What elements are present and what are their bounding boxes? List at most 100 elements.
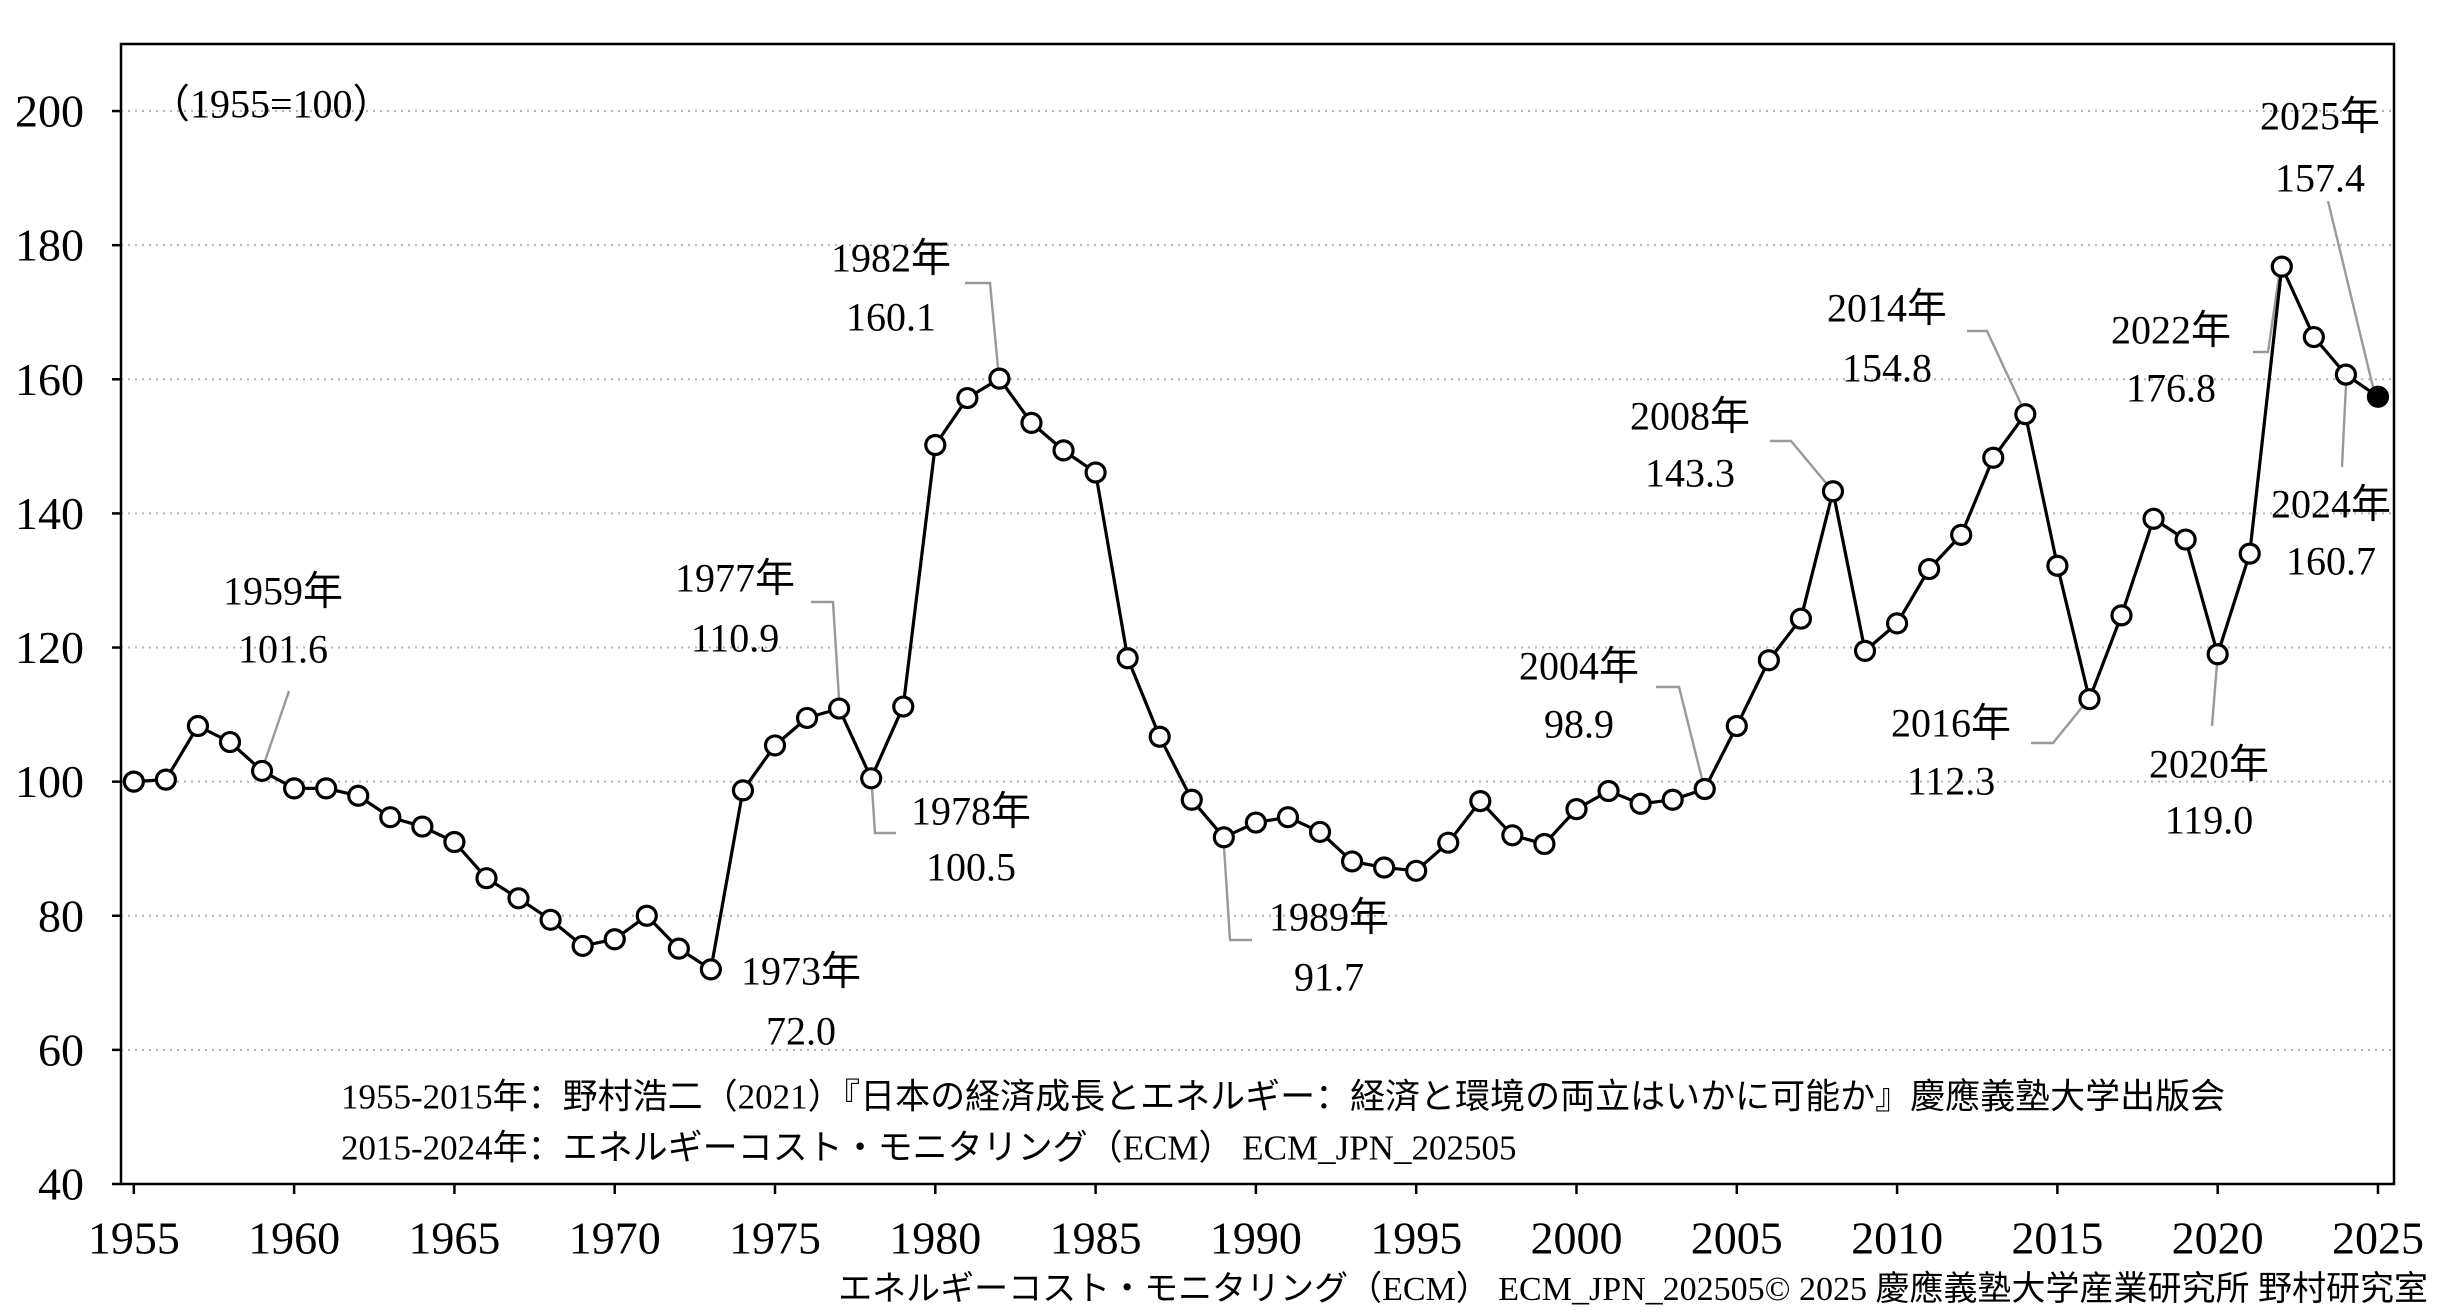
data-point-2000 bbox=[1565, 798, 1588, 821]
data-point-1989 bbox=[1212, 826, 1235, 849]
annotation-year-2016: 2016年 bbox=[1891, 701, 2011, 746]
data-point-2006 bbox=[1757, 649, 1780, 672]
x-tick-label-2010: 2010 bbox=[1851, 1213, 1943, 1264]
data-point-1985 bbox=[1084, 461, 1107, 484]
annotations: 1959年 101.6 1973年 72.0 1977年 110.9 1978年 100.5 1… bbox=[223, 94, 2391, 1054]
x-tick-label-2020: 2020 bbox=[2172, 1213, 2264, 1264]
annotation-value-2008: 143.3 bbox=[1645, 451, 1735, 496]
data-point-2011 bbox=[1918, 557, 1941, 581]
annotation-value-2020: 119.0 bbox=[2165, 798, 2254, 843]
data-point-1961 bbox=[315, 777, 338, 800]
annotation-year-2020: 2020年 bbox=[2149, 742, 2269, 787]
leader-line-1977 bbox=[811, 600, 841, 699]
data-point-2017 bbox=[2110, 604, 2133, 627]
annotation-year-1978: 1978年 bbox=[911, 789, 1031, 834]
y-tick-label-80: 80 bbox=[38, 890, 84, 941]
x-tick-label-1955: 1955 bbox=[88, 1213, 180, 1264]
source-note-2: 2015-2024年：エネルギーコスト・モニタリング（ECM） ECM_JPN_… bbox=[341, 1129, 1516, 1168]
data-point-2015 bbox=[2046, 554, 2069, 577]
leader-line-2004 bbox=[1656, 685, 1704, 780]
index-base-label: （1955=100） bbox=[150, 82, 393, 127]
x-tick-label-1985: 1985 bbox=[1050, 1213, 1142, 1264]
annotation-leaders bbox=[263, 200, 2375, 942]
data-point-1983 bbox=[1020, 411, 1043, 434]
annotation-value-2004: 98.9 bbox=[1544, 702, 1614, 747]
leader-line-2020 bbox=[2210, 663, 2219, 727]
data-point-1962 bbox=[347, 784, 370, 807]
x-axis: 1955 1960 1965 1970 1975 1980 1985 1990 1995 2000… bbox=[88, 1184, 2424, 1264]
data-point-1993 bbox=[1340, 850, 1364, 873]
data-point-1999 bbox=[1533, 832, 1556, 856]
y-tick-label-200: 200 bbox=[15, 86, 84, 137]
data-point-1979 bbox=[892, 695, 915, 718]
annotation-value-2022: 176.8 bbox=[2126, 366, 2216, 411]
x-tick-label-2000: 2000 bbox=[1530, 1213, 1622, 1264]
data-point-1971 bbox=[635, 904, 658, 927]
x-tick-label-1975: 1975 bbox=[729, 1213, 821, 1264]
data-point-1991 bbox=[1276, 806, 1300, 829]
data-point-2023 bbox=[2302, 325, 2325, 349]
x-tick-label-1960: 1960 bbox=[248, 1213, 340, 1264]
data-point-1969 bbox=[571, 934, 594, 958]
x-tick-label-1970: 1970 bbox=[569, 1213, 661, 1264]
data-point-1957 bbox=[186, 714, 210, 738]
x-tick-label-1965: 1965 bbox=[408, 1213, 500, 1264]
data-point-1970 bbox=[603, 928, 626, 951]
data-point-1992 bbox=[1308, 820, 1332, 844]
data-point-2013 bbox=[1982, 446, 2005, 469]
leader-line-2014 bbox=[1967, 329, 2023, 405]
data-point-1967 bbox=[507, 887, 530, 910]
source-note-1: 1955-2015年：野村浩二（2021）『日本の経済成長とエネルギー：経済と環… bbox=[341, 1078, 2225, 1117]
leader-line-2024 bbox=[2340, 383, 2348, 468]
data-point-1965 bbox=[443, 830, 466, 854]
leader-line-2016 bbox=[2031, 705, 2084, 745]
leader-line-2008 bbox=[1770, 439, 1827, 484]
annotation-value-1978: 100.5 bbox=[926, 845, 1016, 890]
data-point-2016 bbox=[2078, 688, 2101, 711]
y-tick-label-40: 40 bbox=[38, 1159, 84, 1210]
data-point-1994 bbox=[1373, 856, 1396, 879]
data-point-1981 bbox=[956, 386, 979, 410]
annotation-value-2024: 160.7 bbox=[2286, 539, 2376, 584]
data-point-2021 bbox=[2238, 542, 2261, 565]
data-point-1990 bbox=[1244, 811, 1267, 834]
data-point-1963 bbox=[379, 806, 402, 829]
annotation-year-1982: 1982年 bbox=[831, 236, 951, 281]
annotation-value-2025: 157.4 bbox=[2275, 156, 2365, 201]
plot-border bbox=[119, 42, 2396, 1186]
y-tick-label-100: 100 bbox=[15, 756, 84, 807]
annotation-year-2025: 2025年 bbox=[2260, 94, 2380, 139]
data-point-2020 bbox=[2206, 643, 2229, 666]
data-point-1972 bbox=[667, 937, 690, 960]
data-point-1960 bbox=[283, 777, 306, 800]
data-point-1995 bbox=[1405, 859, 1428, 882]
annotation-value-1959: 101.6 bbox=[238, 627, 328, 672]
leader-line-2025 bbox=[2326, 200, 2375, 388]
data-point-1996 bbox=[1437, 831, 1460, 854]
data-point-1988 bbox=[1180, 788, 1203, 811]
data-point-2005 bbox=[1725, 714, 1748, 738]
data-point-2014 bbox=[2014, 403, 2037, 426]
annotation-year-2004: 2004年 bbox=[1519, 644, 1639, 689]
x-tick-label-2005: 2005 bbox=[1691, 1213, 1783, 1264]
annotation-year-1959: 1959年 bbox=[223, 569, 343, 614]
gridlines bbox=[121, 110, 2394, 1051]
leader-line-2022 bbox=[2253, 275, 2281, 354]
annotation-year-2022: 2022年 bbox=[2111, 308, 2231, 353]
annotation-value-2016: 112.3 bbox=[1907, 759, 1996, 804]
y-tick-label-60: 60 bbox=[38, 1024, 84, 1075]
annotation-year-2008: 2008年 bbox=[1630, 394, 1750, 439]
data-point-1977 bbox=[828, 697, 851, 720]
data-point-1968 bbox=[539, 908, 562, 931]
y-axis: 40 60 80 100 120 140 160 180 200 bbox=[15, 86, 121, 1210]
x-tick-label-1980: 1980 bbox=[889, 1213, 981, 1264]
y-tick-label-140: 140 bbox=[15, 488, 84, 539]
y-tick-label-180: 180 bbox=[15, 220, 84, 271]
data-point-1987 bbox=[1148, 725, 1171, 748]
plot-area bbox=[121, 44, 2394, 1184]
annotation-value-1989: 91.7 bbox=[1294, 955, 1364, 1000]
annotation-value-2014: 154.8 bbox=[1842, 346, 1932, 391]
data-point-1982 bbox=[988, 367, 1011, 390]
annotation-year-2024: 2024年 bbox=[2271, 482, 2391, 527]
annotation-value-1982: 160.1 bbox=[846, 295, 936, 340]
